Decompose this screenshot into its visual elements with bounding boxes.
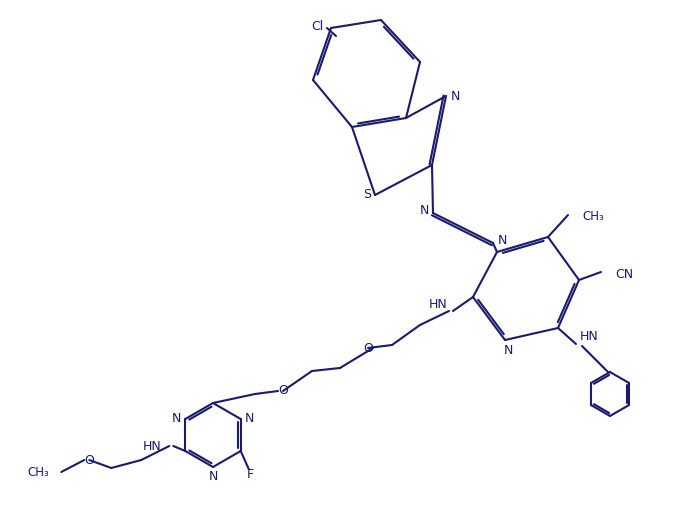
Text: HN: HN bbox=[428, 299, 447, 311]
Text: N: N bbox=[419, 205, 429, 217]
Text: Cl: Cl bbox=[311, 20, 323, 32]
Text: N: N bbox=[450, 89, 460, 102]
Text: O: O bbox=[278, 384, 288, 397]
Text: O: O bbox=[363, 341, 373, 355]
Text: S: S bbox=[363, 189, 371, 201]
Text: N: N bbox=[497, 234, 507, 248]
Text: CN: CN bbox=[615, 267, 633, 281]
Text: N: N bbox=[245, 413, 255, 426]
Text: HN: HN bbox=[580, 331, 599, 343]
Text: CH₃: CH₃ bbox=[582, 211, 604, 224]
Text: O: O bbox=[84, 453, 94, 467]
Text: HN: HN bbox=[143, 439, 161, 452]
Text: CH₃: CH₃ bbox=[27, 466, 49, 479]
Text: N: N bbox=[209, 469, 217, 483]
Text: N: N bbox=[172, 413, 181, 426]
Text: N: N bbox=[504, 343, 512, 357]
Text: F: F bbox=[247, 468, 255, 482]
